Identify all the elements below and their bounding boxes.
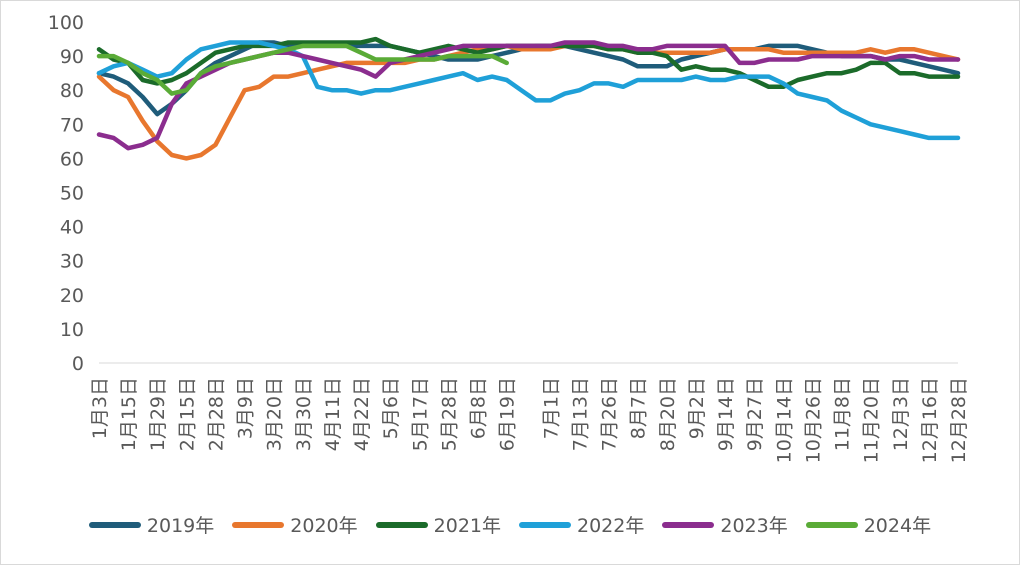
x-tick-label: 1月29日 bbox=[147, 377, 169, 451]
series-line-2 bbox=[96, 43, 961, 161]
y-tick-label: 50 bbox=[60, 183, 84, 205]
legend-label: 2023年 bbox=[720, 515, 788, 537]
legend-swatch bbox=[519, 521, 571, 528]
x-tick-label: 5月6日 bbox=[380, 377, 402, 439]
legend-item: 2023年 bbox=[662, 511, 788, 538]
line-chart: 0 10 20 30 40 50 60 70 80 90 100 1月3日 1月15日 1月29日 2月1… bbox=[48, 12, 970, 463]
legend-label: 2020年 bbox=[290, 515, 358, 537]
y-tick-label: 80 bbox=[60, 80, 84, 102]
y-tick-label: 90 bbox=[60, 46, 84, 68]
x-tick-label: 10月14日 bbox=[773, 377, 795, 463]
x-tick-label: 2月28日 bbox=[205, 377, 227, 451]
legend-label: 2022年 bbox=[577, 515, 645, 537]
legend-item: 2020年 bbox=[232, 511, 358, 538]
y-axis: 0 10 20 30 40 50 60 70 80 90 100 bbox=[48, 12, 84, 375]
x-tick-label: 3月30日 bbox=[293, 377, 315, 451]
x-tick-label: 9月2日 bbox=[686, 377, 708, 439]
legend-item: 2019年 bbox=[88, 511, 215, 538]
legend-swatch bbox=[232, 521, 285, 528]
legend-swatch bbox=[805, 521, 858, 528]
y-tick-label: 0 bbox=[72, 353, 84, 375]
x-tick-label: 11月8日 bbox=[832, 377, 854, 451]
x-tick-label: 6月8日 bbox=[468, 377, 490, 439]
legend-item: 2022年 bbox=[519, 511, 644, 538]
x-tick-label: 11月20日 bbox=[861, 377, 883, 463]
x-tick-label: 9月14日 bbox=[715, 377, 737, 451]
x-tick-label: 5月17日 bbox=[409, 377, 431, 451]
legend-swatch bbox=[375, 521, 428, 528]
series-line-6 bbox=[96, 43, 509, 96]
x-tick-label: 12月28日 bbox=[948, 377, 970, 463]
y-tick-label: 20 bbox=[60, 285, 84, 307]
legend-item: 2021年 bbox=[375, 511, 501, 538]
x-tick-label: 8月7日 bbox=[628, 377, 650, 439]
x-tick-label: 7月1日 bbox=[540, 377, 562, 439]
x-axis: 1月3日 1月15日 1月29日 2月15日 2月28日 3月9日 3月20日 3月30日 4月… bbox=[89, 362, 970, 463]
legend-label: 2021年 bbox=[433, 515, 501, 537]
x-tick-label: 1月3日 bbox=[89, 377, 111, 439]
legend: 2019年 2020年 2021年 2022年 2023年 2024年 bbox=[0, 511, 1020, 538]
legend-label: 2019年 bbox=[146, 515, 215, 537]
x-tick-label: 7月26日 bbox=[599, 377, 621, 451]
x-tick-label: 1月15日 bbox=[118, 377, 140, 451]
plot-area bbox=[96, 36, 961, 161]
y-tick-label: 60 bbox=[60, 148, 84, 170]
x-tick-label: 4月11日 bbox=[322, 377, 344, 451]
x-tick-label: 3月20日 bbox=[264, 377, 286, 451]
x-tick-label: 2月15日 bbox=[176, 377, 198, 451]
series-line-4 bbox=[96, 40, 961, 141]
x-tick-label: 8月20日 bbox=[657, 377, 679, 451]
x-tick-label: 12月16日 bbox=[919, 377, 941, 463]
legend-label: 2024年 bbox=[863, 515, 932, 537]
y-tick-label: 100 bbox=[48, 12, 84, 34]
legend-item: 2024年 bbox=[805, 511, 932, 538]
x-tick-label: 3月9日 bbox=[235, 377, 257, 439]
x-tick-label: 4月22日 bbox=[351, 377, 373, 451]
x-tick-label: 10月26日 bbox=[802, 377, 824, 463]
y-tick-label: 10 bbox=[60, 319, 84, 341]
x-tick-label: 12月3日 bbox=[890, 377, 912, 451]
x-tick-label: 7月13日 bbox=[569, 377, 591, 451]
x-tick-label: 5月28日 bbox=[438, 377, 460, 451]
y-tick-label: 70 bbox=[60, 114, 84, 136]
y-tick-label: 30 bbox=[60, 251, 84, 273]
x-tick-label: 9月27日 bbox=[744, 377, 766, 451]
legend-swatch bbox=[88, 521, 141, 528]
y-tick-label: 40 bbox=[60, 217, 84, 239]
legend-swatch bbox=[662, 521, 715, 528]
x-tick-label: 6月19日 bbox=[497, 377, 519, 451]
